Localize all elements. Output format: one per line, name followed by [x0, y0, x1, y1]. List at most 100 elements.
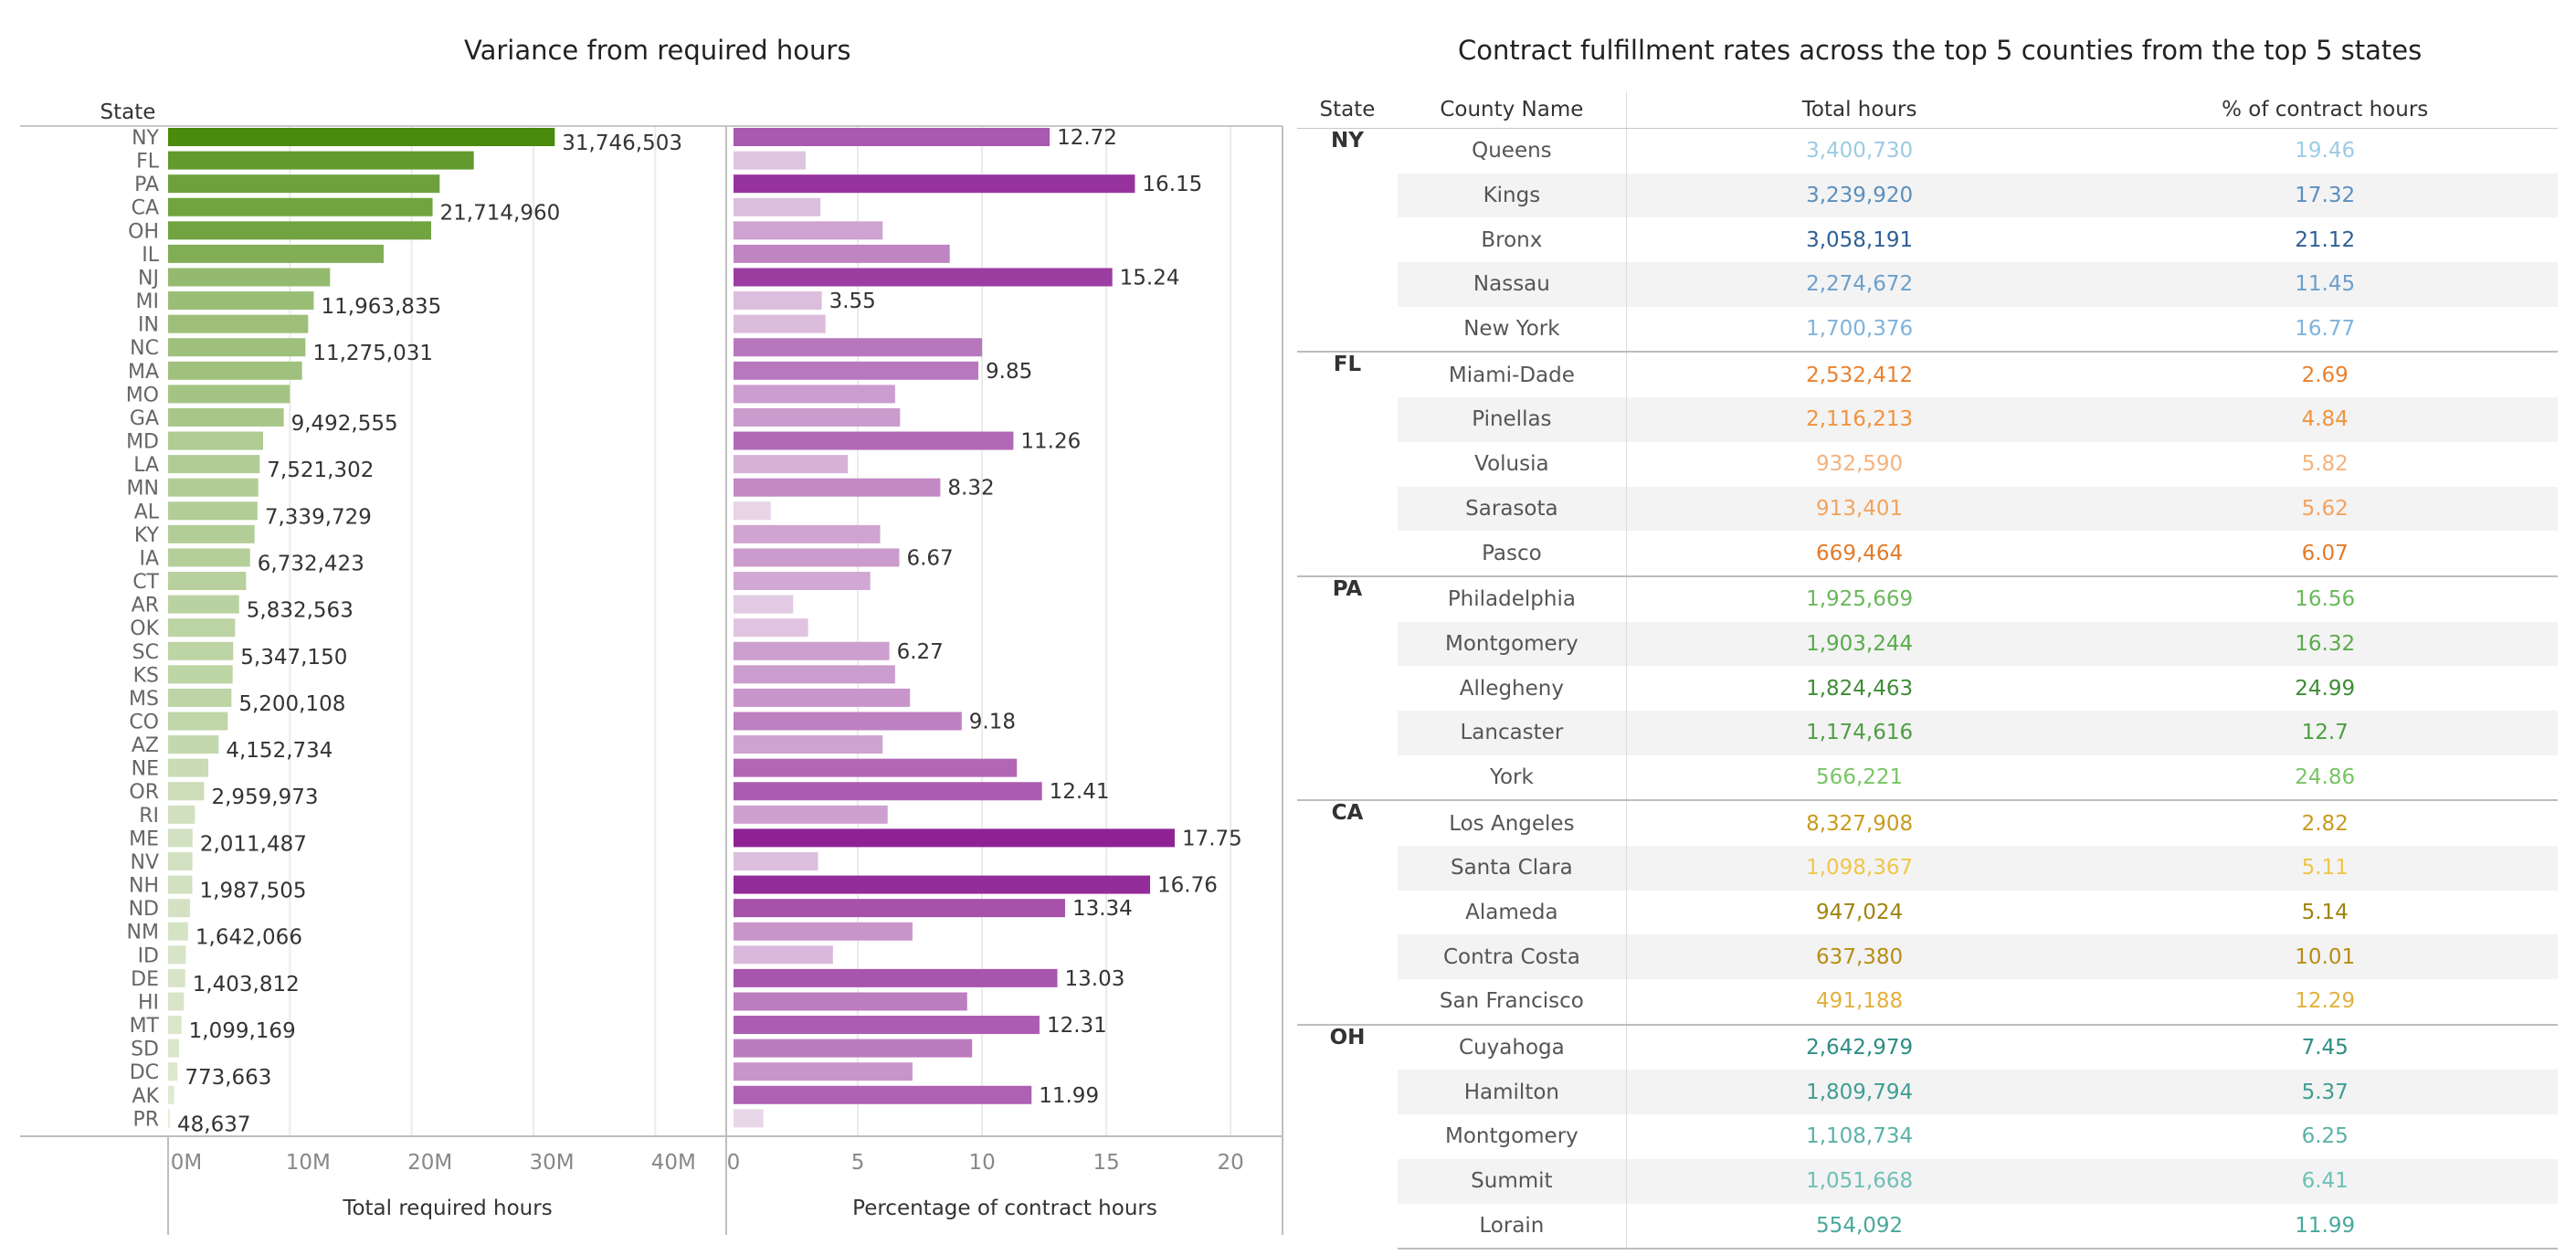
data-label-pct: 8.32: [947, 477, 994, 501]
table-row: Volusia 932,590 5.82: [1297, 441, 2558, 487]
state-label: MI: [136, 290, 159, 313]
bar-hours: [168, 782, 205, 801]
bar-pct: [734, 595, 794, 614]
data-label-pct: 15.24: [1120, 266, 1180, 290]
data-label-hours: 21,714,960: [440, 202, 561, 226]
bar-hours: [168, 875, 193, 894]
data-label-pct: 13.34: [1072, 897, 1133, 921]
bar-hours: [168, 478, 259, 497]
table-row: Contra Costa 637,380 10.01: [1297, 934, 2558, 980]
state-label: DE: [131, 968, 159, 991]
state-cell: OH: [1297, 1023, 1398, 1250]
bar-pct: [734, 1016, 1040, 1035]
pct-contract-cell: 16.32: [2092, 621, 2558, 667]
bar-hours: [168, 268, 331, 287]
table-row: Alameda 947,024 5.14: [1297, 890, 2558, 935]
table-row: Pinellas 2,116,213 4.84: [1297, 397, 2558, 442]
county-name-cell: Sarasota: [1397, 486, 1627, 532]
bar-hours: [168, 361, 302, 380]
bar-hours: [168, 1085, 174, 1104]
total-hours-cell: 554,092: [1626, 1203, 2093, 1250]
bar-hours: [168, 291, 314, 311]
header-state: State: [1297, 91, 1398, 129]
state-label: IL: [142, 244, 159, 267]
state-label: HI: [138, 991, 159, 1014]
data-label-hours: 773,663: [185, 1066, 271, 1090]
county-name-cell: Pinellas: [1397, 397, 1627, 442]
data-label-hours: 1,642,066: [195, 926, 302, 950]
bar-hours: [168, 968, 185, 987]
state-label: NJ: [138, 267, 159, 290]
bar-pct: [734, 805, 888, 824]
state-label: NH: [129, 875, 159, 898]
state-cell: CA: [1297, 799, 1398, 1025]
bar-hours: [168, 572, 247, 591]
bar-pct: [734, 455, 849, 474]
bar-pct: [734, 572, 871, 591]
bar-pct: [734, 361, 979, 380]
bar-hours: [168, 758, 208, 777]
pct-contract-cell: 10.01: [2092, 934, 2558, 980]
bar-hours: [168, 688, 232, 707]
data-label-pct: 11.26: [1020, 430, 1081, 454]
tick-label-hours: 0M: [171, 1151, 202, 1175]
state-label: AK: [132, 1085, 160, 1108]
bar-hours: [168, 407, 284, 427]
bar-hours: [168, 618, 236, 638]
pct-contract-cell: 4.84: [2092, 397, 2558, 442]
bar-pct: [734, 968, 1058, 987]
total-hours-cell: 3,239,920: [1626, 173, 2093, 218]
bar-hours: [168, 548, 250, 567]
contract-table-panel: Contract fulfillment rates across the to…: [1297, 0, 2576, 1255]
tick-label-hours: 20M: [407, 1151, 452, 1175]
county-name-cell: Nassau: [1397, 262, 1627, 307]
state-axis-header: State: [100, 100, 156, 124]
pct-contract-cell: 17.32: [2092, 173, 2558, 218]
table-row: Bronx 3,058,191 21.12: [1297, 217, 2558, 263]
tick-label-pct: 20: [1218, 1151, 1244, 1175]
total-hours-cell: 1,809,794: [1626, 1070, 2093, 1115]
total-hours-cell: 3,058,191: [1806, 227, 1914, 252]
state-label: SC: [132, 641, 159, 664]
total-hours-cell: 1,700,376: [1806, 317, 1914, 342]
total-hours-cell: 913,401: [1626, 486, 2093, 532]
state-label: AL: [134, 501, 160, 523]
tick-label-pct: 15: [1093, 1151, 1119, 1175]
pct-contract-cell: 21.12: [2295, 227, 2356, 252]
state-label: LA: [133, 454, 159, 477]
pct-contract-cell: 19.46: [2295, 139, 2356, 163]
data-label-pct: 12.72: [1057, 126, 1117, 150]
bar-hours: [168, 665, 233, 684]
table-row: OH Cuyahoga 2,642,979 7.45: [1297, 1023, 2558, 1250]
county-name-cell: Lorain: [1397, 1203, 1627, 1250]
table-title: Contract fulfillment rates across the to…: [1458, 35, 2423, 66]
bar-pct: [734, 758, 1018, 777]
total-hours-cell: 8,327,908: [1626, 799, 2093, 846]
table-row: Hamilton 1,809,794 5.37: [1297, 1070, 2558, 1115]
county-name-cell: Bronx: [1397, 217, 1627, 263]
bar-hours: [168, 455, 260, 474]
data-label-hours: 2,011,487: [200, 832, 307, 856]
data-label-hours: 5,832,563: [247, 599, 354, 623]
bar-pct: [734, 151, 806, 170]
bar-hours: [168, 922, 188, 941]
data-label-hours: 31,746,503: [562, 132, 682, 155]
total-hours-cell: 491,188: [1816, 989, 1904, 1014]
table-row: Lancaster 1,174,616 12.7: [1297, 710, 2558, 755]
county-name-cell: Pasco: [1397, 531, 1627, 576]
bar-hours: [168, 431, 263, 450]
total-hours-cell: 1,925,669: [1626, 575, 2093, 622]
total-hours-cell: 2,532,412: [1626, 351, 2093, 398]
bar-pct: [734, 899, 1065, 918]
county-name-cell: New York: [1397, 306, 1627, 353]
state-label: NC: [130, 337, 159, 360]
state-label: CO: [129, 712, 159, 734]
table-row: NY Queens 3,400,730 19.46: [1297, 128, 2558, 353]
table-row: Kings 3,239,920 17.32: [1297, 173, 2558, 218]
data-label-hours: 48,637: [177, 1113, 250, 1136]
bar-hours: [168, 641, 234, 660]
bar-pct: [734, 1085, 1032, 1104]
total-hours-cell: 1,108,734: [1806, 1124, 1914, 1149]
bar-hours: [168, 385, 290, 404]
state-label: NM: [127, 922, 159, 944]
